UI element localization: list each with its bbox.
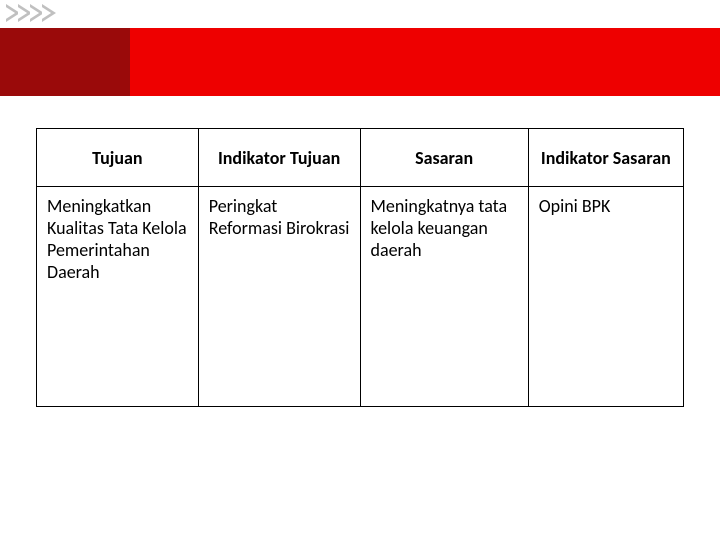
slide-root: Tujuan Indikator Tujuan Sasaran Indikato… xyxy=(0,0,720,540)
column-header-indikator-sasaran: Indikator Sasaran xyxy=(528,129,683,187)
table-row: Meningkatkan Kualitas Tata Kelola Pemeri… xyxy=(37,187,684,407)
table-header-row: Tujuan Indikator Tujuan Sasaran Indikato… xyxy=(37,129,684,187)
column-header-tujuan: Tujuan xyxy=(37,129,199,187)
goals-table-container: Tujuan Indikator Tujuan Sasaran Indikato… xyxy=(36,128,684,407)
column-header-sasaran: Sasaran xyxy=(360,129,528,187)
cell-indikator-sasaran: Opini BPK xyxy=(528,187,683,407)
cell-tujuan: Meningkatkan Kualitas Tata Kelola Pemeri… xyxy=(37,187,199,407)
header-accent-block xyxy=(0,28,130,96)
column-header-indikator-tujuan: Indikator Tujuan xyxy=(198,129,360,187)
goals-table: Tujuan Indikator Tujuan Sasaran Indikato… xyxy=(36,128,684,407)
decorative-chevrons xyxy=(6,4,54,22)
cell-indikator-tujuan: Peringkat Reformasi Birokrasi xyxy=(198,187,360,407)
cell-sasaran: Meningkatnya tata kelola keuangan daerah xyxy=(360,187,528,407)
chevron-right-icon xyxy=(42,4,56,22)
